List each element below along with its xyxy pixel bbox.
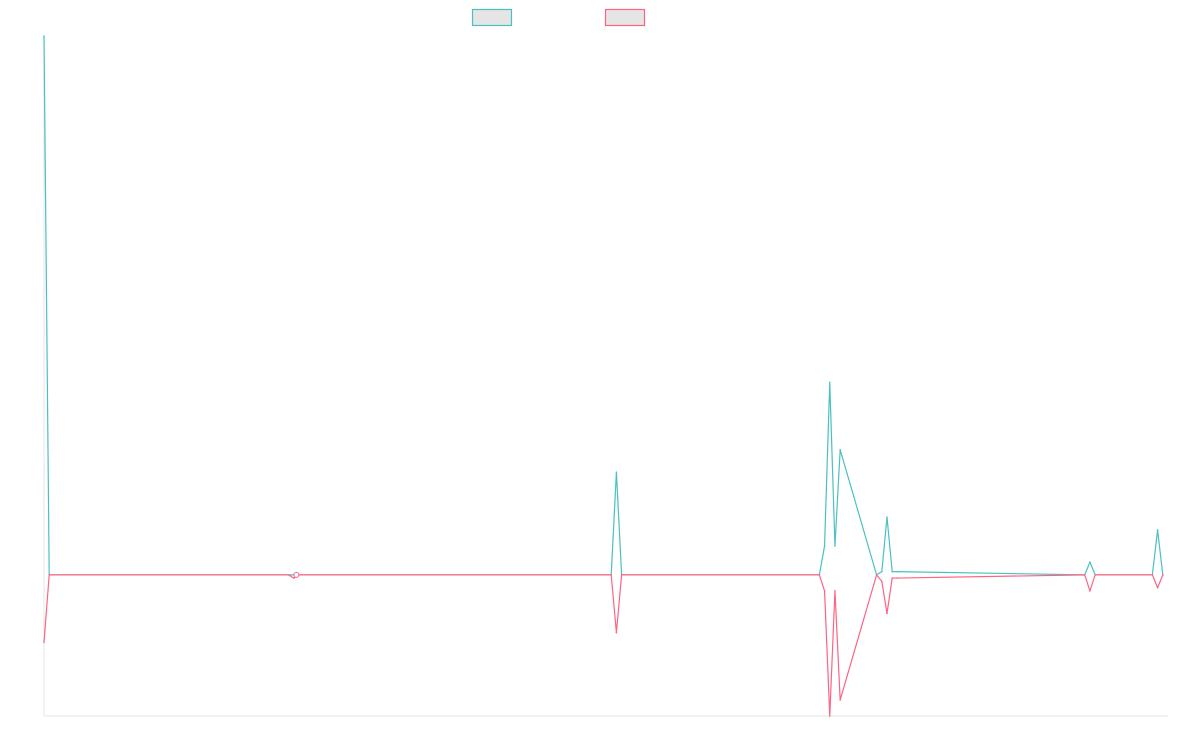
data-point (615, 471, 618, 474)
data-point-marker (293, 571, 300, 578)
data-point (839, 699, 841, 701)
data-point (881, 580, 883, 583)
data-point (1089, 561, 1091, 563)
data-point (823, 545, 826, 547)
data-point (1089, 590, 1091, 592)
data-point (43, 641, 45, 644)
series-lines (43, 35, 1164, 717)
data-point (886, 516, 888, 518)
data-point (828, 381, 831, 384)
data-points (43, 35, 1164, 717)
data-point (287, 574, 290, 576)
data-point (292, 577, 295, 579)
axes (43, 36, 1168, 717)
legend-swatch-1[interactable] (471, 8, 513, 27)
data-point (834, 545, 836, 547)
data-point (891, 577, 893, 579)
data-point (896, 570, 899, 573)
legend[interactable] (471, 8, 646, 27)
data-point (43, 35, 45, 37)
data-point (886, 612, 888, 615)
data-point (1156, 529, 1159, 531)
data-point (610, 574, 612, 576)
data-point (615, 631, 618, 634)
data-point (834, 590, 836, 592)
data-point (839, 448, 841, 451)
data-point (828, 715, 831, 717)
data-point (1162, 574, 1164, 576)
series-line-1 (43, 35, 1164, 576)
data-point (620, 574, 623, 576)
legend-swatch-2[interactable] (604, 8, 646, 27)
data-point (823, 590, 826, 592)
data-point (1094, 574, 1096, 576)
data-point (48, 574, 50, 576)
data-point (891, 570, 893, 573)
data-point (1083, 574, 1086, 576)
data-point (818, 574, 821, 576)
data-point (1151, 574, 1154, 576)
data-point (896, 577, 899, 579)
data-point (875, 574, 878, 576)
data-point (1156, 586, 1159, 589)
series-line-2 (43, 574, 1164, 717)
data-point (881, 570, 883, 573)
